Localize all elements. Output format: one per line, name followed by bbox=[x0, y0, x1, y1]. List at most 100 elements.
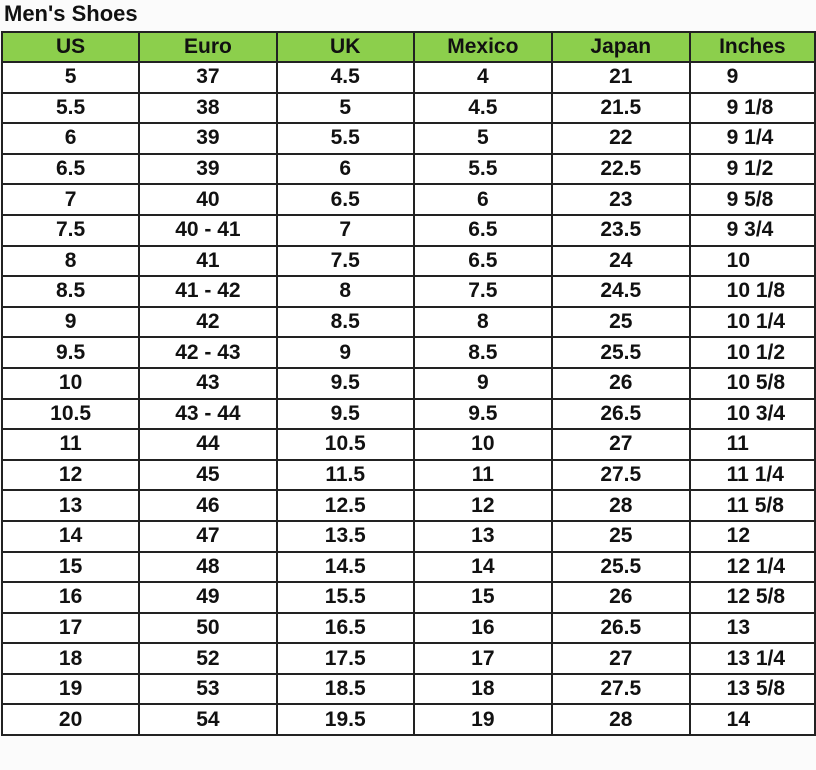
column-header-inches: Inches bbox=[688, 31, 816, 63]
cell-mexico: 14 bbox=[412, 550, 553, 584]
cell-euro: 40 - 41 bbox=[138, 213, 278, 247]
table-row: 12 45 11.5 11 27.5 11 1/4 bbox=[0, 458, 816, 492]
cell-euro: 49 bbox=[138, 581, 278, 614]
cell-euro: 39 bbox=[138, 152, 278, 186]
cell-uk: 16.5 bbox=[275, 611, 415, 645]
cell-euro: 41 - 42 bbox=[138, 275, 278, 308]
cell-us: 10 bbox=[0, 366, 141, 400]
cell-inches: 10 3/4 bbox=[688, 397, 816, 431]
table-row: 16 49 15.5 15 26 12 5/8 bbox=[0, 581, 816, 614]
cell-mexico: 12 bbox=[412, 489, 553, 522]
table-row: 18 52 17.5 17 27 13 1/4 bbox=[0, 642, 816, 675]
cell-mexico: 10 bbox=[412, 428, 553, 461]
cell-inches: 9 3/4 bbox=[688, 213, 816, 247]
cell-japan: 24.5 bbox=[550, 275, 691, 308]
cell-japan: 26.5 bbox=[550, 611, 691, 645]
cell-uk: 17.5 bbox=[275, 642, 415, 675]
cell-japan: 22 bbox=[550, 122, 691, 155]
size-chart-table: US Euro UK Mexico Japan Inches 5 37 4.5 4 21 9 5.5 3… bbox=[0, 31, 816, 737]
cell-uk: 6.5 bbox=[275, 183, 415, 216]
cell-inches: 12 bbox=[688, 519, 816, 553]
cell-uk: 11.5 bbox=[275, 458, 415, 492]
cell-japan: 27 bbox=[550, 428, 691, 461]
cell-euro: 40 bbox=[138, 183, 278, 216]
cell-uk: 5.5 bbox=[275, 122, 415, 155]
cell-mexico: 13 bbox=[412, 519, 553, 553]
cell-inches: 11 5/8 bbox=[688, 489, 816, 522]
cell-euro: 48 bbox=[138, 550, 278, 584]
cell-us: 5.5 bbox=[0, 91, 141, 125]
header-row: US Euro UK Mexico Japan Inches bbox=[0, 31, 816, 63]
table-row: 7.5 40 - 41 7 6.5 23.5 9 3/4 bbox=[0, 213, 816, 247]
cell-inches: 9 5/8 bbox=[688, 183, 816, 216]
cell-inches: 13 5/8 bbox=[688, 672, 816, 706]
cell-japan: 25 bbox=[550, 519, 691, 553]
cell-mexico: 4.5 bbox=[412, 91, 553, 125]
cell-euro: 44 bbox=[138, 428, 278, 461]
column-header-mexico: Mexico bbox=[412, 31, 553, 63]
cell-japan: 25.5 bbox=[550, 336, 691, 369]
table-row: 9 42 8.5 8 25 10 1/4 bbox=[0, 305, 816, 339]
cell-inches: 11 bbox=[688, 428, 816, 461]
cell-mexico: 15 bbox=[412, 581, 553, 614]
cell-mexico: 9.5 bbox=[412, 397, 553, 431]
cell-euro: 46 bbox=[138, 489, 278, 522]
cell-uk: 12.5 bbox=[275, 489, 415, 522]
cell-inches: 10 bbox=[688, 244, 816, 278]
cell-euro: 37 bbox=[138, 61, 278, 94]
cell-uk: 8.5 bbox=[275, 305, 415, 339]
cell-mexico: 7.5 bbox=[412, 275, 553, 308]
cell-us: 6 bbox=[0, 122, 141, 155]
table-row: 6.5 39 6 5.5 22.5 9 1/2 bbox=[0, 152, 816, 186]
cell-uk: 18.5 bbox=[275, 672, 415, 706]
table-row: 5.5 38 5 4.5 21.5 9 1/8 bbox=[0, 91, 816, 125]
cell-japan: 23.5 bbox=[550, 213, 691, 247]
cell-euro: 41 bbox=[138, 244, 278, 278]
cell-us: 7.5 bbox=[0, 213, 141, 247]
cell-inches: 11 1/4 bbox=[688, 458, 816, 492]
cell-us: 11 bbox=[0, 428, 141, 461]
cell-mexico: 11 bbox=[412, 458, 553, 492]
cell-inches: 12 1/4 bbox=[688, 550, 816, 584]
table-row: 13 46 12.5 12 28 11 5/8 bbox=[0, 489, 816, 522]
cell-uk: 15.5 bbox=[275, 581, 415, 614]
cell-inches: 10 5/8 bbox=[688, 366, 816, 400]
cell-uk: 7 bbox=[275, 213, 415, 247]
table-row: 11 44 10.5 10 27 11 bbox=[0, 428, 816, 461]
cell-mexico: 16 bbox=[412, 611, 553, 645]
cell-us: 9.5 bbox=[0, 336, 141, 369]
cell-us: 19 bbox=[0, 672, 141, 706]
table-row: 9.5 42 - 43 9 8.5 25.5 10 1/2 bbox=[0, 336, 816, 369]
cell-mexico: 18 bbox=[412, 672, 553, 706]
table-row: 17 50 16.5 16 26.5 13 bbox=[0, 611, 816, 645]
cell-us: 16 bbox=[0, 581, 141, 614]
table-row: 5 37 4.5 4 21 9 bbox=[0, 61, 816, 94]
cell-euro: 43 bbox=[138, 366, 278, 400]
cell-euro: 42 - 43 bbox=[138, 336, 278, 369]
cell-uk: 9 bbox=[275, 336, 415, 369]
cell-mexico: 9 bbox=[412, 366, 553, 400]
cell-us: 8 bbox=[0, 244, 141, 278]
cell-mexico: 6.5 bbox=[412, 244, 553, 278]
cell-inches: 9 1/8 bbox=[688, 91, 816, 125]
cell-mexico: 8 bbox=[412, 305, 553, 339]
cell-uk: 10.5 bbox=[275, 428, 415, 461]
cell-inches: 13 1/4 bbox=[688, 642, 816, 675]
cell-japan: 27 bbox=[550, 642, 691, 675]
page-title: Men's Shoes bbox=[4, 1, 138, 26]
cell-japan: 28 bbox=[550, 703, 691, 737]
cell-mexico: 19 bbox=[412, 703, 553, 737]
cell-inches: 10 1/2 bbox=[688, 336, 816, 369]
cell-us: 20 bbox=[0, 703, 141, 737]
cell-mexico: 5.5 bbox=[412, 152, 553, 186]
cell-us: 15 bbox=[0, 550, 141, 584]
cell-euro: 42 bbox=[138, 305, 278, 339]
table-row: 14 47 13.5 13 25 12 bbox=[0, 519, 816, 553]
cell-japan: 25 bbox=[550, 305, 691, 339]
cell-inches: 10 1/8 bbox=[688, 275, 816, 308]
cell-inches: 10 1/4 bbox=[688, 305, 816, 339]
cell-japan: 26 bbox=[550, 581, 691, 614]
cell-japan: 25.5 bbox=[550, 550, 691, 584]
cell-euro: 52 bbox=[138, 642, 278, 675]
table-row: 8 41 7.5 6.5 24 10 bbox=[0, 244, 816, 278]
